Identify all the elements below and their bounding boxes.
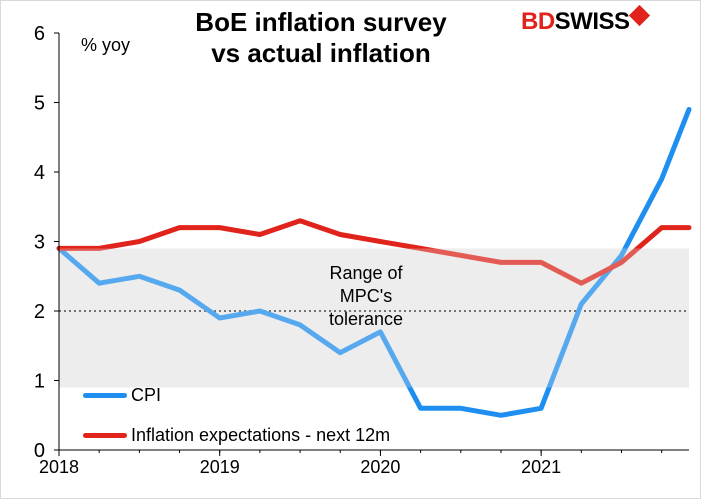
legend-swatch-expectations <box>83 433 127 438</box>
legend-swatch-cpi <box>83 393 127 398</box>
x-tick-label: 2020 <box>360 457 400 477</box>
y-tick-label: 6 <box>34 23 45 45</box>
legend-label-cpi: CPI <box>131 385 162 405</box>
y-tick-label: 2 <box>34 301 45 323</box>
tolerance-band-overlay <box>59 248 689 388</box>
tolerance-band <box>59 248 689 388</box>
x-tick-label: 2018 <box>39 457 79 477</box>
brand-logo-part-2: SWISS <box>554 8 630 35</box>
y-tick-label: 3 <box>34 232 45 254</box>
x-tick-label: 2019 <box>200 457 240 477</box>
chart-title: BoE inflation survey vs actual inflation <box>171 7 471 69</box>
series-line-cpi <box>56 106 692 418</box>
brand-logo: BDSWISS <box>521 4 650 35</box>
brand-logo-part-1: BD <box>521 8 555 35</box>
series-line-expectations <box>56 218 692 286</box>
annotation-line-3: tolerance <box>328 309 404 329</box>
y-tick-label: 1 <box>34 371 45 393</box>
chart-title-line-1: BoE inflation survey <box>195 7 447 37</box>
x-tick-label: 2021 <box>521 457 561 477</box>
y-tick-label: 5 <box>34 93 45 115</box>
annotation-line-1: Range of <box>329 263 403 283</box>
tolerance-annotation: Range of MPC's tolerance <box>291 262 441 331</box>
y-axis-unit-label: % yoy <box>81 35 131 55</box>
y-tick-label: 4 <box>34 162 45 184</box>
y-tick-label: 0 <box>34 440 45 462</box>
legend-label-expectations: Inflation expectations - next 12m <box>131 425 391 445</box>
chart-title-line-2: vs actual inflation <box>211 38 431 68</box>
annotation-line-2: MPC's <box>339 286 393 306</box>
